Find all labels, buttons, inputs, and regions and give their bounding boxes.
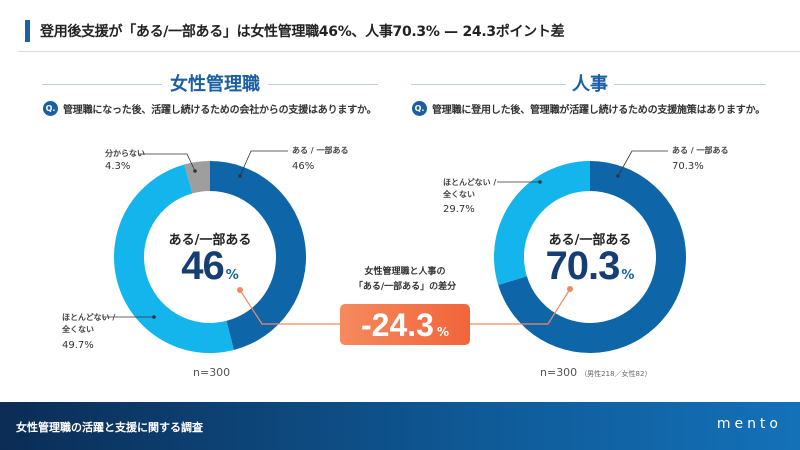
right-center-number: 70.3 [545, 244, 621, 288]
left-question: Q. 管理職になった後、活躍し続けるための会社からの支援はありますか。 [43, 101, 377, 116]
donut-segment [494, 161, 590, 285]
left-label-unknown: 分からない [105, 149, 145, 158]
footer-title: 女性管理職の活躍と支援に関する調査 [16, 421, 203, 434]
right-sample-breakdown: （男性218／女性82） [580, 370, 652, 378]
donut-chart-left [113, 161, 306, 354]
donut-segment [113, 164, 234, 354]
donut-segment [498, 161, 686, 353]
left-center-label: ある/一部ある [168, 233, 252, 248]
right-leader-dots [538, 174, 620, 184]
right-question: Q. 管理職に登用した後、管理職が活躍し続けるための支援施策はありますか。 [412, 101, 765, 116]
left-title-line-left [42, 84, 162, 85]
question-icon: Q. [412, 101, 427, 116]
diff-badge: -24.3% [340, 304, 470, 345]
header-divider [18, 51, 800, 52]
diff-connector-dots [237, 286, 573, 293]
leader-line-yes [617, 150, 668, 177]
diff-caption: 女性管理職と人事の 「ある/一部ある」の差分 [330, 265, 480, 295]
left-leader-lines [102, 150, 288, 318]
right-question-text: 管理職に登用した後、管理職が活躍し続けるための支援施策はありますか。 [432, 105, 765, 116]
donut-segment [184, 161, 210, 194]
left-sample-size: n=300 [193, 366, 231, 379]
left-center-unit: % [225, 268, 239, 283]
mento-logo: mento [716, 416, 782, 432]
left-value-no: 49.7% [62, 340, 94, 351]
right-label-yes: ある / 一部ある [672, 146, 729, 155]
right-sample-size-n: n=300 [540, 366, 578, 379]
left-label-no-2: 全くない [62, 325, 94, 334]
left-label-yes: ある / 一部ある [292, 146, 349, 155]
right-label-no-1: ほとんどない / [443, 178, 497, 187]
left-center-number: 46 [181, 244, 224, 288]
right-sample-size: n=300 （男性218／女性82） [540, 366, 651, 379]
right-center-value: 70.3% [510, 244, 670, 289]
header-accent-bar [25, 20, 30, 42]
left-title-line-right [268, 84, 378, 85]
right-leader-lines [497, 150, 668, 183]
donut-chart-right [494, 161, 686, 353]
leader-line-unknown [138, 153, 196, 172]
diff-caption-line2: 「ある/一部ある」の差分 [353, 282, 457, 292]
left-center-value: 46% [130, 244, 290, 289]
left-value-yes: 46% [292, 161, 315, 172]
right-title-line-right [614, 84, 766, 85]
diff-unit: % [436, 325, 449, 339]
right-label-no-2: 全くない [443, 190, 475, 199]
diff-connector [239, 288, 571, 325]
diff-caption-line1: 女性管理職と人事の [364, 267, 446, 277]
left-value-unknown: 4.3% [105, 161, 131, 172]
footer: 女性管理職の活躍と支援に関する調査 mento [0, 402, 800, 450]
diff-value: -24.3 [361, 307, 434, 343]
right-value-no: 29.7% [443, 204, 475, 215]
right-value-yes: 70.3% [672, 161, 704, 172]
left-leader-dots [152, 169, 242, 319]
right-center-unit: % [621, 268, 635, 283]
right-title-line-left [411, 84, 566, 85]
header: 登用後支援が「ある/一部ある」は女性管理職46%、人事70.3% — 24.3ポ… [0, 0, 800, 54]
leader-line-yes [239, 150, 288, 177]
donut-segment [210, 161, 306, 350]
left-question-text: 管理職になった後、活躍し続けるための会社からの支援はありますか。 [63, 105, 377, 116]
left-section-title: 女性管理職 [170, 74, 260, 95]
page-title: 登用後支援が「ある/一部ある」は女性管理職46%、人事70.3% — 24.3ポ… [40, 24, 565, 40]
left-label-no-1: ほとんどない / [62, 313, 116, 322]
right-section-title: 人事 [572, 74, 608, 95]
question-icon: Q. [43, 101, 58, 116]
right-center-label: ある/一部ある [548, 233, 632, 248]
